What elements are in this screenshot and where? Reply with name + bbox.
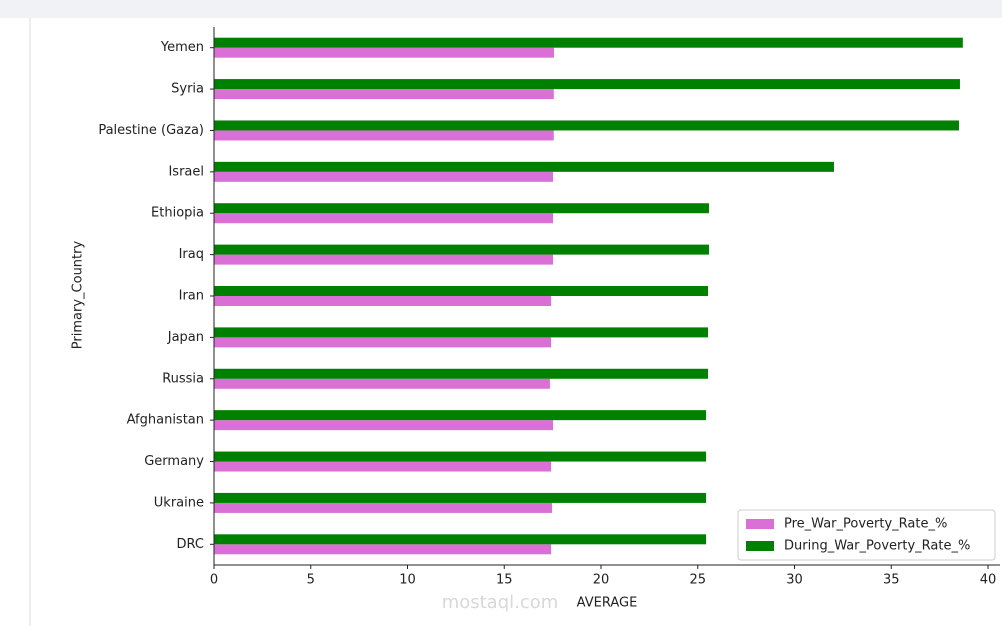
legend-box (737, 509, 996, 561)
x-tick-label: 5 (307, 573, 315, 588)
x-tick-label: 35 (883, 573, 900, 588)
legend-swatch (746, 541, 774, 551)
legend-label: Pre_War_Poverty_Rate_% (784, 517, 947, 532)
x-tick-label: 0 (210, 573, 218, 588)
bar (214, 534, 707, 545)
y-tick-label: Ukraine (154, 495, 204, 510)
bar (214, 368, 709, 379)
bar (214, 286, 709, 296)
legend-label: During_War_Poverty_Rate_% (784, 539, 970, 554)
y-tick-label: Germany (144, 454, 204, 469)
y-tick-label: Syria (171, 82, 204, 97)
bar (214, 244, 709, 255)
y-tick-label: Israel (168, 164, 204, 179)
bar (214, 130, 554, 141)
y-tick-label: Iraq (179, 247, 204, 262)
y-tick-label: Russia (162, 371, 204, 386)
bar (214, 410, 707, 421)
bar (214, 254, 554, 265)
legend-swatch (746, 519, 774, 529)
y-tick-label: DRC (177, 537, 204, 552)
bar (214, 502, 553, 513)
bar (214, 337, 552, 348)
bar (214, 544, 552, 555)
y-tick-label: Afghanistan (127, 413, 204, 428)
y-axis-label: Primary_Country (71, 241, 86, 350)
y-tick-label: Yemen (160, 40, 204, 55)
bar (214, 213, 554, 224)
bar (214, 47, 554, 58)
x-tick-label: 15 (496, 573, 513, 588)
bar (214, 492, 707, 503)
bar (214, 120, 959, 131)
bar (214, 451, 707, 462)
bar (214, 378, 550, 389)
x-tick-label: 40 (980, 573, 997, 588)
bar (214, 37, 963, 48)
x-tick-label: 20 (593, 573, 610, 588)
bar (214, 89, 554, 100)
bar (214, 420, 554, 431)
bar (214, 327, 709, 338)
bar (214, 461, 552, 472)
bar (214, 171, 554, 182)
x-tick-label: 30 (786, 573, 803, 588)
x-tick-label: 10 (399, 573, 416, 588)
bar (214, 79, 960, 90)
bar (214, 203, 709, 214)
y-tick-label: Palestine (Gaza) (98, 123, 204, 138)
x-tick-label: 25 (689, 573, 706, 588)
bar (214, 161, 834, 172)
watermark: mostaql.com (442, 592, 559, 613)
x-axis-label: AVERAGE (577, 596, 638, 611)
y-tick-label: Ethiopia (151, 206, 204, 221)
y-tick-label: Japan (167, 330, 204, 345)
y-tick-label: Iran (179, 289, 204, 304)
top-strip (0, 0, 1002, 18)
bar (214, 296, 552, 306)
